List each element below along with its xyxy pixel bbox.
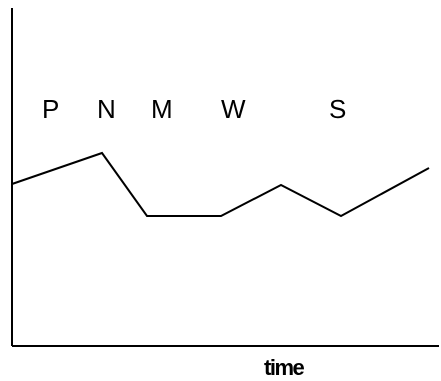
profile-line <box>11 151 430 218</box>
x-axis-title: time <box>264 355 305 380</box>
phase-label-s: S <box>329 94 346 124</box>
phase-label-n: N <box>97 94 116 124</box>
phase-label-m: M <box>151 94 173 124</box>
phase-label-p: P <box>42 94 59 124</box>
phase-label-w: W <box>221 94 246 124</box>
